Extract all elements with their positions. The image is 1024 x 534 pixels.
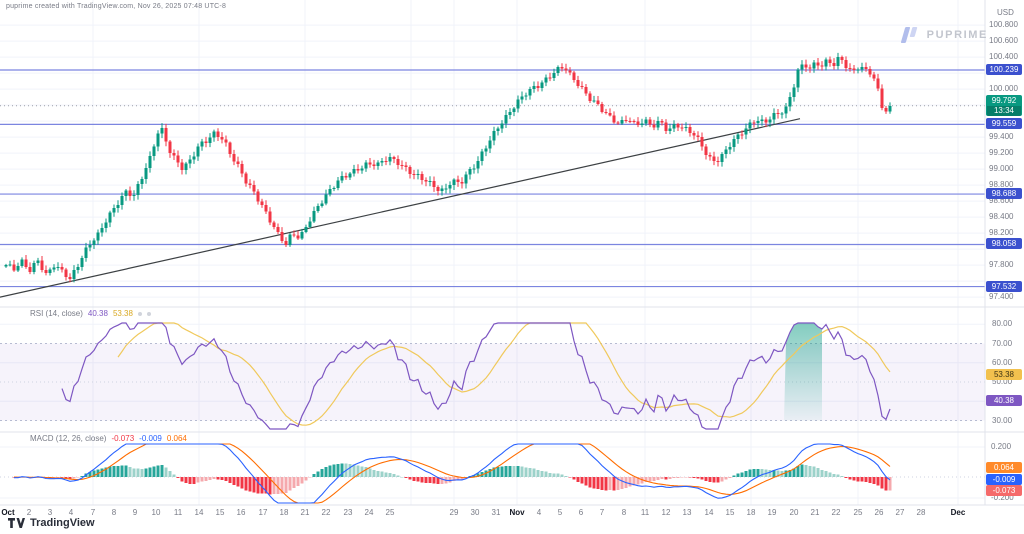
time-tick-day: 4 (68, 508, 74, 517)
time-tick-day: 3 (47, 508, 53, 517)
time-tick-day: 25 (385, 508, 395, 517)
rsi-status-line[interactable]: RSI (14, close) 40.38 53.38 (30, 309, 151, 318)
price-tick: 97.800 (989, 260, 1014, 270)
rsi-indicator-label: RSI (14, close) (30, 309, 83, 318)
time-tick-day: 18 (746, 508, 756, 517)
price-tick: 99.200 (989, 148, 1014, 158)
last-price-badge: 99.792 13:34 (986, 95, 1022, 116)
tradingview-logo[interactable]: TradingView (8, 517, 95, 529)
time-tick-day: 20 (789, 508, 799, 517)
rsi-tick: 30.00 (992, 415, 1013, 425)
time-tick-day: 21 (300, 508, 310, 517)
time-tick-day: 5 (557, 508, 563, 517)
price-tick: 100.400 (989, 52, 1018, 62)
time-tick-day: 30 (470, 508, 480, 517)
price-level-badge: 97.532 (986, 281, 1022, 292)
tradingview-icon (8, 517, 25, 528)
rsi-value-badge: 40.38 (986, 395, 1022, 406)
time-tick-day: 25 (853, 508, 863, 517)
macd-indicator-label: MACD (12, 26, close) (30, 434, 107, 443)
time-tick-day: 26 (874, 508, 884, 517)
time-tick-day: 12 (661, 508, 671, 517)
time-tick-day: 2 (26, 508, 32, 517)
time-tick-day: 16 (236, 508, 246, 517)
time-tick-day: 23 (343, 508, 353, 517)
price-tick: 100.800 (989, 20, 1018, 30)
rsi-tick: 80.00 (992, 319, 1013, 329)
price-tick: 98.600 (989, 196, 1014, 206)
time-tick-day: 22 (321, 508, 331, 517)
price-tick: 97.400 (989, 292, 1014, 302)
macd-value-badge: -0.009 (986, 474, 1022, 485)
time-tick-day: 8 (621, 508, 627, 517)
puprime-watermark-text: PUPRIME (926, 29, 988, 41)
time-tick-day: 18 (279, 508, 289, 517)
price-tick: 98.200 (989, 228, 1014, 238)
price-axis-currency: USD (997, 8, 1014, 17)
time-tick-day: 10 (151, 508, 161, 517)
rsi-tick: 50.00 (992, 377, 1013, 386)
time-tick-month: Oct (1, 508, 15, 517)
price-level-badge: 98.688 (986, 188, 1022, 199)
macd-tick: 0.200 (991, 442, 1012, 451)
price-tick: 98.800 (989, 180, 1014, 190)
macd-line-value: -0.009 (139, 434, 162, 443)
macd-status-line[interactable]: MACD (12, 26, close) -0.073 -0.009 0.064 (30, 434, 187, 443)
time-tick-day: 22 (831, 508, 841, 517)
puprime-watermark: PUPRIME (900, 26, 988, 44)
price-tick: 100.600 (989, 36, 1018, 46)
rsi-marker-dot-2 (146, 311, 151, 316)
time-tick-day: 14 (194, 508, 204, 517)
rsi-ma-value: 53.38 (112, 309, 133, 318)
time-tick-day: 17 (258, 508, 268, 517)
time-tick-day: 15 (215, 508, 225, 517)
tradingview-logo-text: TradingView (30, 517, 95, 529)
rsi-tick: 60.00 (992, 357, 1013, 367)
price-tick: 98.400 (989, 212, 1014, 222)
macd-tick: -0.200 (991, 493, 1014, 502)
time-tick-day: 31 (491, 508, 501, 517)
time-tick-day: 28 (916, 508, 926, 517)
time-tick-day: 11 (640, 508, 650, 517)
time-tick-day: 11 (173, 508, 183, 517)
time-tick-day: 19 (767, 508, 777, 517)
time-tick-day: 9 (132, 508, 138, 517)
time-tick-day: 15 (725, 508, 735, 517)
puprime-logo-icon (900, 26, 920, 44)
time-tick-day: 6 (578, 508, 584, 517)
price-tick: 100.000 (989, 84, 1018, 94)
time-tick-day: 7 (90, 508, 96, 517)
macd-signal-value: 0.064 (166, 434, 187, 443)
price-axis[interactable] (985, 0, 1024, 505)
time-tick-day: 8 (111, 508, 117, 517)
price-tick: 99.000 (989, 164, 1014, 174)
time-tick-month: Dec (950, 508, 966, 517)
price-level-badge: 100.239 (986, 64, 1022, 75)
attribution-text: puprime created with TradingView.com, No… (6, 3, 227, 10)
time-tick-day: 21 (810, 508, 820, 517)
time-tick-day: 7 (599, 508, 605, 517)
price-tick: 99.400 (989, 132, 1014, 142)
time-axis[interactable]: Oct 2 3 4 7 8 9 10 11 14 15 16 17 18 21 22 23 24 25 29 30 31 N… (0, 506, 985, 520)
price-level-badge: 98.058 (986, 238, 1022, 249)
time-tick-day: 29 (449, 508, 459, 517)
macd-value-badge: 0.064 (986, 462, 1022, 473)
macd-value-badge: -0.073 (986, 485, 1022, 496)
time-tick-month: Nov (509, 508, 525, 517)
rsi-marker-dot-1 (137, 311, 142, 316)
time-tick-day: 4 (536, 508, 542, 517)
time-tick-day: 14 (704, 508, 714, 517)
rsi-value: 40.38 (87, 309, 108, 318)
rsi-tick: 70.00 (992, 338, 1013, 348)
rsi-value-badge: 53.38 (986, 369, 1022, 380)
time-tick-day: 13 (682, 508, 692, 517)
price-level-badge: 99.559 (986, 118, 1022, 129)
time-tick-day: 24 (364, 508, 374, 517)
time-tick-day: 27 (895, 508, 905, 517)
macd-hist-value: -0.073 (111, 434, 135, 443)
